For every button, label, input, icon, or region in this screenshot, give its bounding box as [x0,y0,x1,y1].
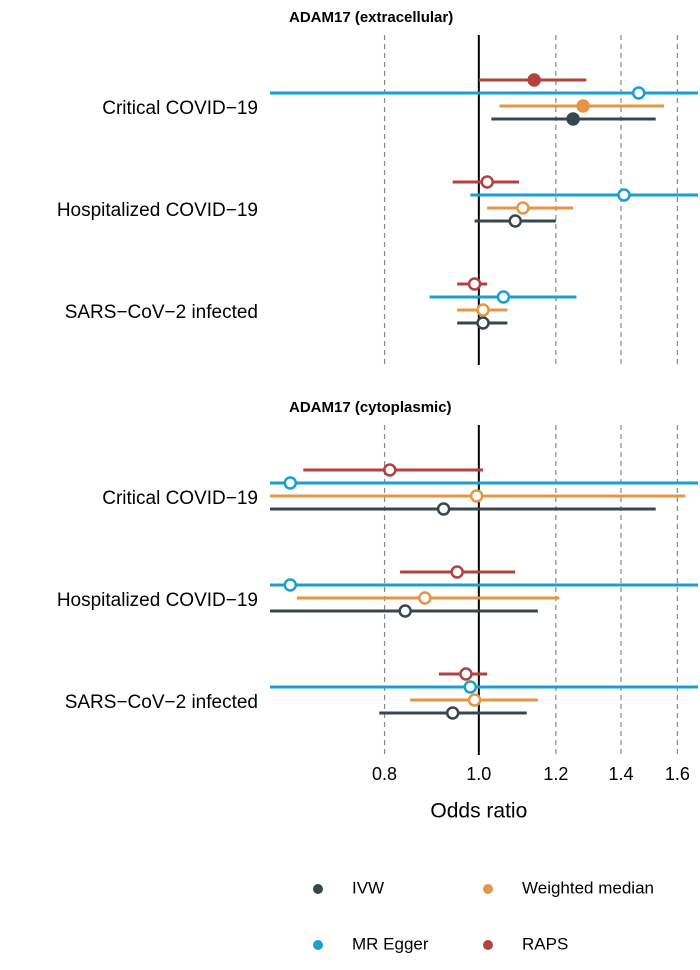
point [467,277,482,291]
y-tick-label: SARS−CoV−2 infected [65,302,258,323]
point [631,86,646,100]
point [445,706,460,720]
y-tick-label: Hospitalized COVID−19 [57,200,258,221]
point [398,604,412,618]
point [463,680,478,694]
point [476,316,490,330]
y-tick-label: Critical COVID−19 [102,488,258,509]
point [283,578,298,592]
panel-title: ADAM17 (extracellular) [289,9,453,26]
x-tick-label: 1.6 [665,764,690,784]
point [459,667,473,681]
point [480,175,494,189]
point [516,201,530,215]
legend-marker [313,940,323,950]
x-axis-title: Odds ratio [430,800,527,823]
point [566,112,580,126]
point [450,565,464,579]
plot-area [270,73,698,330]
panel-title: ADAM17 (cytoplasmic) [289,399,452,416]
y-tick-label: Critical COVID−19 [102,98,258,119]
legend-label: RAPS [522,934,568,953]
legend-marker [313,884,323,894]
legend-label: MR Egger [352,934,429,953]
legend-marker [483,940,493,950]
point [617,188,631,202]
x-tick-label: 1.2 [543,764,568,784]
x-tick-label: 1.0 [466,764,491,784]
point [496,290,511,304]
point [527,73,541,87]
point [508,214,522,228]
legend-label: IVW [352,878,384,897]
legend-marker [483,884,493,894]
point [283,476,298,490]
point [476,303,490,317]
point [418,591,432,605]
plot-area [270,463,698,720]
point [576,99,590,113]
y-tick-label: Hospitalized COVID−19 [57,590,258,611]
x-tick-label: 1.4 [608,764,633,784]
point [469,489,484,503]
point [467,693,482,707]
x-tick-label: 0.8 [372,764,397,784]
point [383,463,397,477]
y-tick-label: SARS−CoV−2 infected [65,692,258,713]
legend-label: Weighted median [522,878,654,897]
point [436,502,451,516]
